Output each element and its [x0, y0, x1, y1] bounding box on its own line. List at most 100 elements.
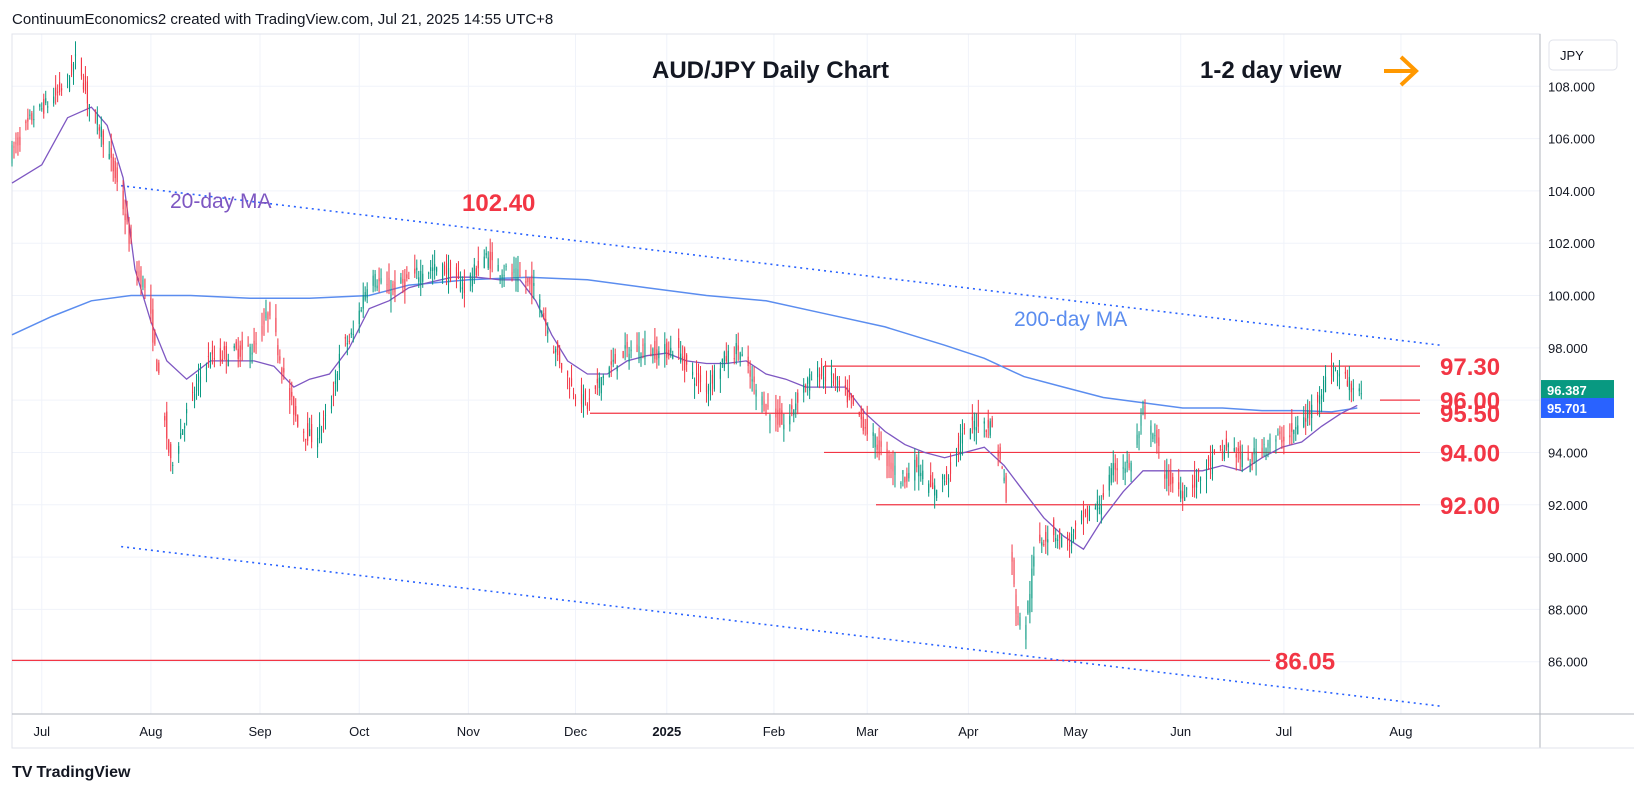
candle-body [67, 75, 69, 77]
candle-body [1168, 471, 1170, 487]
candle-body [150, 297, 152, 314]
candle-body [1061, 537, 1063, 548]
candle-body [1309, 411, 1311, 415]
candle-body [33, 119, 35, 121]
candle-body [469, 274, 471, 279]
candle-body [332, 393, 334, 397]
candle-body [1013, 559, 1015, 585]
candle-body [1253, 448, 1255, 455]
candle-body [777, 409, 779, 425]
candle-body [642, 344, 644, 347]
candle-body [17, 137, 19, 146]
candle-body [1114, 463, 1116, 470]
chart-title: AUD/JPY Daily Chart [652, 57, 889, 84]
channel-upper-line [121, 184, 1441, 347]
time-tick-label: Mar [856, 724, 879, 739]
candle-body [1283, 436, 1285, 442]
candle-body [57, 91, 59, 93]
candle-body [783, 424, 785, 430]
candle-body [650, 353, 652, 356]
candle-body [255, 343, 257, 345]
candle-body [934, 485, 936, 496]
candle-body [164, 416, 166, 421]
candle-body [1055, 538, 1057, 542]
tradingview-brand[interactable]: TV TradingView [12, 764, 130, 782]
candle-body [525, 280, 527, 284]
candle-body [749, 370, 751, 377]
candle-body [969, 429, 971, 440]
candle-body [1116, 468, 1118, 471]
candle-body [586, 404, 588, 409]
candle-body [25, 121, 27, 124]
candle-body [628, 353, 630, 363]
candle-body [19, 136, 21, 146]
candle-body [265, 312, 267, 318]
candle-body [1227, 444, 1229, 448]
candle-body [959, 435, 961, 455]
candle-body [11, 145, 13, 164]
chart-annotations: AUD/JPY Daily Chart 1-2 day view 102.40 20-… [170, 55, 1419, 331]
candle-body [1263, 443, 1265, 445]
candle-body [739, 352, 741, 360]
candle-body [711, 374, 713, 384]
candle-body [1209, 457, 1212, 467]
candle-body [297, 415, 299, 427]
candle-body [696, 373, 698, 375]
ma200-series [11, 276, 1358, 413]
channel-lower-line [121, 545, 1441, 707]
candle-body [763, 401, 765, 411]
candle-body [348, 340, 350, 342]
candle-body [475, 268, 477, 276]
price-tick-label: 106.000 [1548, 132, 1595, 147]
candle-body [344, 337, 346, 339]
candle-body [483, 256, 485, 269]
candle-body [45, 98, 47, 103]
candle-body [626, 342, 628, 349]
candle-body [305, 438, 307, 440]
candle-body [221, 358, 223, 361]
candle-body [241, 340, 243, 350]
candle-body [233, 345, 235, 349]
candle-body [705, 383, 708, 393]
candle-body [1011, 552, 1013, 562]
candle-body [418, 277, 420, 282]
candle-body [499, 275, 501, 277]
candle-body [213, 358, 215, 360]
candle-body [497, 264, 499, 272]
currency-selector[interactable]: JPY [1548, 39, 1618, 71]
candle-body [725, 355, 727, 362]
candle-body [455, 267, 458, 281]
candle-body [422, 273, 424, 282]
candle-body [584, 390, 586, 401]
candle-body [477, 260, 479, 269]
level-label: 95.50 [1440, 401, 1500, 428]
candle-body [1293, 429, 1295, 435]
candle-body [709, 382, 711, 391]
candle-body [1295, 427, 1297, 430]
candle-body [561, 362, 563, 370]
candle-body [527, 277, 529, 283]
candle-body [539, 299, 541, 308]
candle-body [948, 478, 950, 484]
time-tick-label: Sep [248, 724, 271, 739]
candle-body [267, 313, 269, 319]
candle-body [39, 104, 41, 107]
candle-body [721, 358, 723, 362]
candle-body [1138, 433, 1140, 439]
candle-body [983, 421, 985, 424]
candle-body [1219, 446, 1221, 448]
candle-body [1325, 376, 1327, 393]
candle-body [844, 385, 846, 388]
candle-body [864, 427, 866, 429]
candle-body [505, 266, 507, 268]
candle-body [1015, 594, 1017, 615]
candle-body [209, 363, 211, 368]
candle-body [809, 374, 811, 391]
candle-body [1122, 467, 1124, 469]
candle-body [779, 408, 781, 426]
candle-body [491, 252, 493, 261]
candle-body [692, 371, 694, 376]
candle-body [307, 423, 309, 441]
candle-body [471, 277, 473, 287]
